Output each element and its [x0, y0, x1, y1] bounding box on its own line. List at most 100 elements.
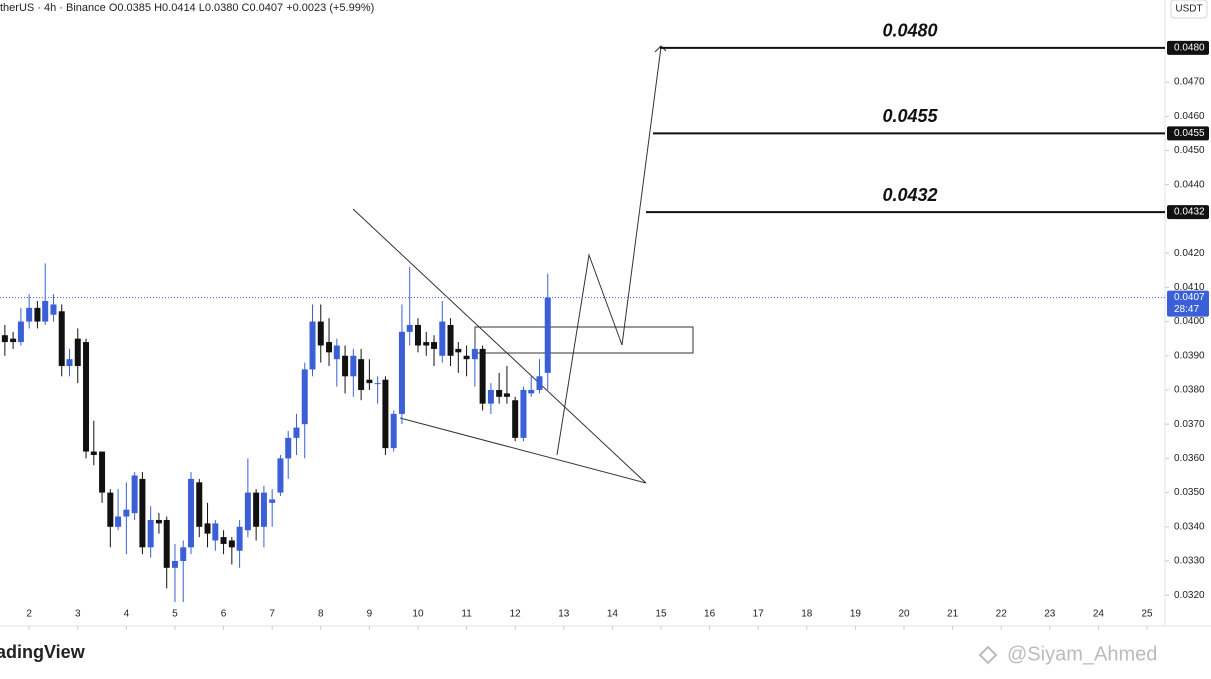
- wedge-lower-line: [399, 417, 647, 484]
- x-tick-label: 13: [558, 609, 570, 620]
- y-tick-label: 0.0440: [1174, 179, 1205, 190]
- candle-body: [1, 335, 8, 343]
- y-tick-label: 0.0370: [1174, 419, 1205, 430]
- candle-body: [528, 389, 535, 394]
- candle-body: [107, 492, 114, 527]
- y-tick-label: 0.0330: [1174, 556, 1205, 567]
- wedge-upper-line: [352, 208, 647, 484]
- x-tick-label: 25: [1141, 609, 1153, 620]
- candle-body: [99, 451, 106, 493]
- watermark-icon: [978, 645, 998, 665]
- x-tick-label: 10: [412, 609, 424, 620]
- projection-arrowhead: [654, 45, 667, 53]
- x-tick-label: 14: [607, 609, 619, 620]
- x-tick-label: 23: [1044, 609, 1056, 620]
- candle-body: [350, 355, 357, 377]
- target-level-badge: [1167, 40, 1209, 55]
- target-level-badge: [1167, 205, 1209, 220]
- candle-body: [390, 413, 397, 449]
- x-tick-label: 15: [655, 609, 667, 620]
- candle-body: [220, 537, 227, 544]
- candle-body: [188, 478, 195, 548]
- countdown: 28:47: [1174, 304, 1199, 315]
- x-tick-label: 3: [75, 609, 81, 620]
- candle-body: [17, 321, 24, 343]
- candle-body: [398, 331, 405, 414]
- x-tick-label: 21: [947, 609, 959, 620]
- candle-body: [123, 509, 130, 517]
- candle-body: [42, 301, 49, 322]
- y-tick-label: 0.0390: [1174, 350, 1205, 361]
- candle-body: [139, 478, 146, 548]
- x-tick-label: 17: [753, 609, 765, 620]
- y-tick-label: 0.0420: [1174, 248, 1205, 259]
- y-tick-label: 0.0340: [1174, 521, 1205, 532]
- candle-body: [83, 342, 90, 452]
- candle-body: [131, 475, 138, 514]
- x-tick-label: 8: [318, 609, 324, 620]
- candle-body: [479, 348, 486, 404]
- candle-body: [155, 519, 162, 524]
- target-level-badge: [1167, 126, 1209, 141]
- candle-body: [66, 359, 73, 367]
- x-tick-label: 4: [124, 609, 130, 620]
- x-tick-label: 18: [801, 609, 813, 620]
- candle-body: [487, 389, 494, 404]
- candle-body: [90, 451, 97, 455]
- candle-body: [171, 561, 178, 568]
- y-tick-label: 0.0470: [1174, 77, 1205, 88]
- candle-body: [536, 376, 543, 390]
- target-level-label: 0.0455: [882, 106, 938, 126]
- candle-body: [50, 304, 57, 315]
- y-tick-label: 0.0400: [1174, 316, 1205, 327]
- target-level-axis-label: 0.0480: [1174, 43, 1205, 54]
- x-tick-label: 22: [996, 609, 1008, 620]
- candle-body: [512, 400, 519, 438]
- watermark: @Siyam_Ahmed: [1007, 643, 1157, 665]
- target-level-axis-label: 0.0432: [1174, 207, 1205, 218]
- candle-body: [317, 321, 324, 346]
- candle-body: [301, 369, 308, 425]
- y-tick-label: 0.0360: [1174, 453, 1205, 464]
- candle-body: [236, 526, 243, 551]
- candle-body: [496, 389, 503, 397]
- candle-body: [431, 342, 438, 349]
- candle-body: [212, 523, 219, 541]
- x-tick-label: 19: [850, 609, 862, 620]
- x-tick-label: 12: [510, 609, 522, 620]
- candle-body: [277, 458, 284, 493]
- candle-body: [463, 355, 470, 360]
- y-tick-label: 0.0410: [1174, 282, 1205, 293]
- last-price-label: 0.0407: [1174, 292, 1205, 303]
- last-price-badge: [1167, 290, 1209, 317]
- candle-body: [34, 307, 41, 322]
- candle-body: [147, 519, 154, 548]
- candle-body: [10, 338, 17, 343]
- target-level-label: 0.0432: [882, 185, 937, 205]
- candle-body: [293, 427, 300, 438]
- x-tick-label: 11: [461, 609, 472, 620]
- candle-body: [423, 342, 430, 346]
- drawings: [352, 45, 694, 484]
- y-tick-label: 0.0320: [1174, 590, 1205, 601]
- candle-body: [115, 516, 122, 527]
- x-tick-label: 24: [1093, 609, 1105, 620]
- candle-body: [26, 307, 33, 322]
- candle-body: [260, 492, 267, 527]
- candle-body: [269, 499, 276, 503]
- candle-body: [406, 324, 413, 332]
- x-tick-label: 5: [172, 609, 178, 620]
- candle-body: [58, 311, 65, 367]
- x-tick-label: 16: [704, 609, 716, 620]
- candle-body: [414, 324, 421, 346]
- candle-body: [455, 348, 462, 353]
- candle-body: [439, 321, 446, 356]
- projection-path: [556, 46, 662, 456]
- candle-body: [244, 492, 251, 531]
- x-tick-label: 6: [221, 609, 227, 620]
- candle-body: [471, 348, 478, 360]
- candle-body: [333, 345, 340, 360]
- candle-body: [196, 482, 203, 527]
